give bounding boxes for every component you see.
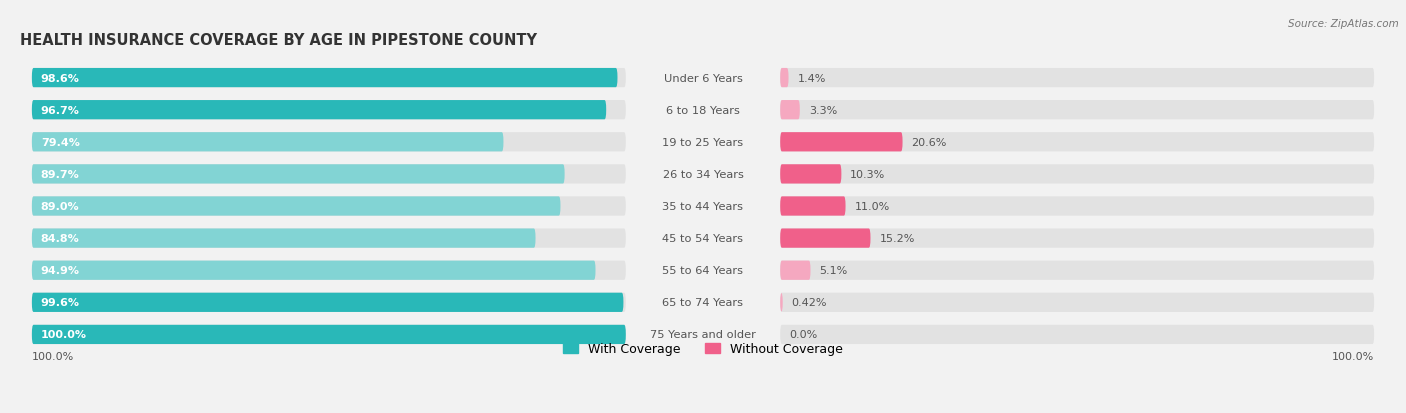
Text: 5.1%: 5.1%	[820, 266, 848, 275]
Text: 75 Years and older: 75 Years and older	[650, 330, 756, 339]
FancyBboxPatch shape	[780, 261, 810, 280]
FancyBboxPatch shape	[32, 101, 626, 120]
FancyBboxPatch shape	[32, 69, 617, 88]
FancyBboxPatch shape	[32, 325, 626, 344]
FancyBboxPatch shape	[32, 293, 626, 312]
FancyBboxPatch shape	[32, 101, 606, 120]
Text: 79.4%: 79.4%	[41, 138, 80, 147]
FancyBboxPatch shape	[780, 197, 845, 216]
FancyBboxPatch shape	[32, 261, 626, 280]
FancyBboxPatch shape	[780, 133, 903, 152]
Text: 100.0%: 100.0%	[32, 351, 75, 361]
Text: 1.4%: 1.4%	[797, 74, 825, 83]
FancyBboxPatch shape	[780, 133, 1374, 152]
Text: Source: ZipAtlas.com: Source: ZipAtlas.com	[1288, 19, 1399, 28]
FancyBboxPatch shape	[780, 293, 1374, 312]
Text: 6 to 18 Years: 6 to 18 Years	[666, 105, 740, 115]
Text: 0.0%: 0.0%	[789, 330, 817, 339]
Text: 94.9%: 94.9%	[41, 266, 80, 275]
FancyBboxPatch shape	[780, 197, 1374, 216]
Text: 0.42%: 0.42%	[792, 298, 827, 308]
FancyBboxPatch shape	[32, 197, 561, 216]
Legend: With Coverage, Without Coverage: With Coverage, Without Coverage	[558, 337, 848, 361]
Text: HEALTH INSURANCE COVERAGE BY AGE IN PIPESTONE COUNTY: HEALTH INSURANCE COVERAGE BY AGE IN PIPE…	[20, 33, 537, 48]
Text: 96.7%: 96.7%	[41, 105, 80, 115]
FancyBboxPatch shape	[780, 229, 870, 248]
Text: 15.2%: 15.2%	[879, 233, 915, 244]
Text: 89.0%: 89.0%	[41, 202, 79, 211]
FancyBboxPatch shape	[32, 229, 626, 248]
FancyBboxPatch shape	[780, 69, 1374, 88]
FancyBboxPatch shape	[32, 165, 565, 184]
Text: 35 to 44 Years: 35 to 44 Years	[662, 202, 744, 211]
FancyBboxPatch shape	[780, 69, 789, 88]
FancyBboxPatch shape	[780, 293, 783, 312]
Text: 10.3%: 10.3%	[851, 169, 886, 180]
FancyBboxPatch shape	[32, 133, 503, 152]
FancyBboxPatch shape	[780, 325, 1374, 344]
FancyBboxPatch shape	[32, 261, 596, 280]
Text: 45 to 54 Years: 45 to 54 Years	[662, 233, 744, 244]
FancyBboxPatch shape	[780, 101, 800, 120]
FancyBboxPatch shape	[780, 101, 1374, 120]
Text: 20.6%: 20.6%	[911, 138, 946, 147]
FancyBboxPatch shape	[32, 133, 626, 152]
Text: 3.3%: 3.3%	[808, 105, 837, 115]
FancyBboxPatch shape	[32, 325, 626, 344]
Text: 65 to 74 Years: 65 to 74 Years	[662, 298, 744, 308]
Text: 19 to 25 Years: 19 to 25 Years	[662, 138, 744, 147]
FancyBboxPatch shape	[32, 229, 536, 248]
Text: 55 to 64 Years: 55 to 64 Years	[662, 266, 744, 275]
FancyBboxPatch shape	[32, 293, 623, 312]
Text: Under 6 Years: Under 6 Years	[664, 74, 742, 83]
Text: 84.8%: 84.8%	[41, 233, 80, 244]
Text: 99.6%: 99.6%	[41, 298, 80, 308]
FancyBboxPatch shape	[780, 229, 1374, 248]
Text: 98.6%: 98.6%	[41, 74, 80, 83]
FancyBboxPatch shape	[780, 261, 1374, 280]
FancyBboxPatch shape	[32, 165, 626, 184]
Text: 100.0%: 100.0%	[1331, 351, 1374, 361]
FancyBboxPatch shape	[32, 197, 626, 216]
Text: 11.0%: 11.0%	[855, 202, 890, 211]
Text: 89.7%: 89.7%	[41, 169, 80, 180]
Text: 100.0%: 100.0%	[41, 330, 87, 339]
FancyBboxPatch shape	[780, 165, 841, 184]
FancyBboxPatch shape	[32, 69, 626, 88]
Text: 26 to 34 Years: 26 to 34 Years	[662, 169, 744, 180]
FancyBboxPatch shape	[780, 165, 1374, 184]
